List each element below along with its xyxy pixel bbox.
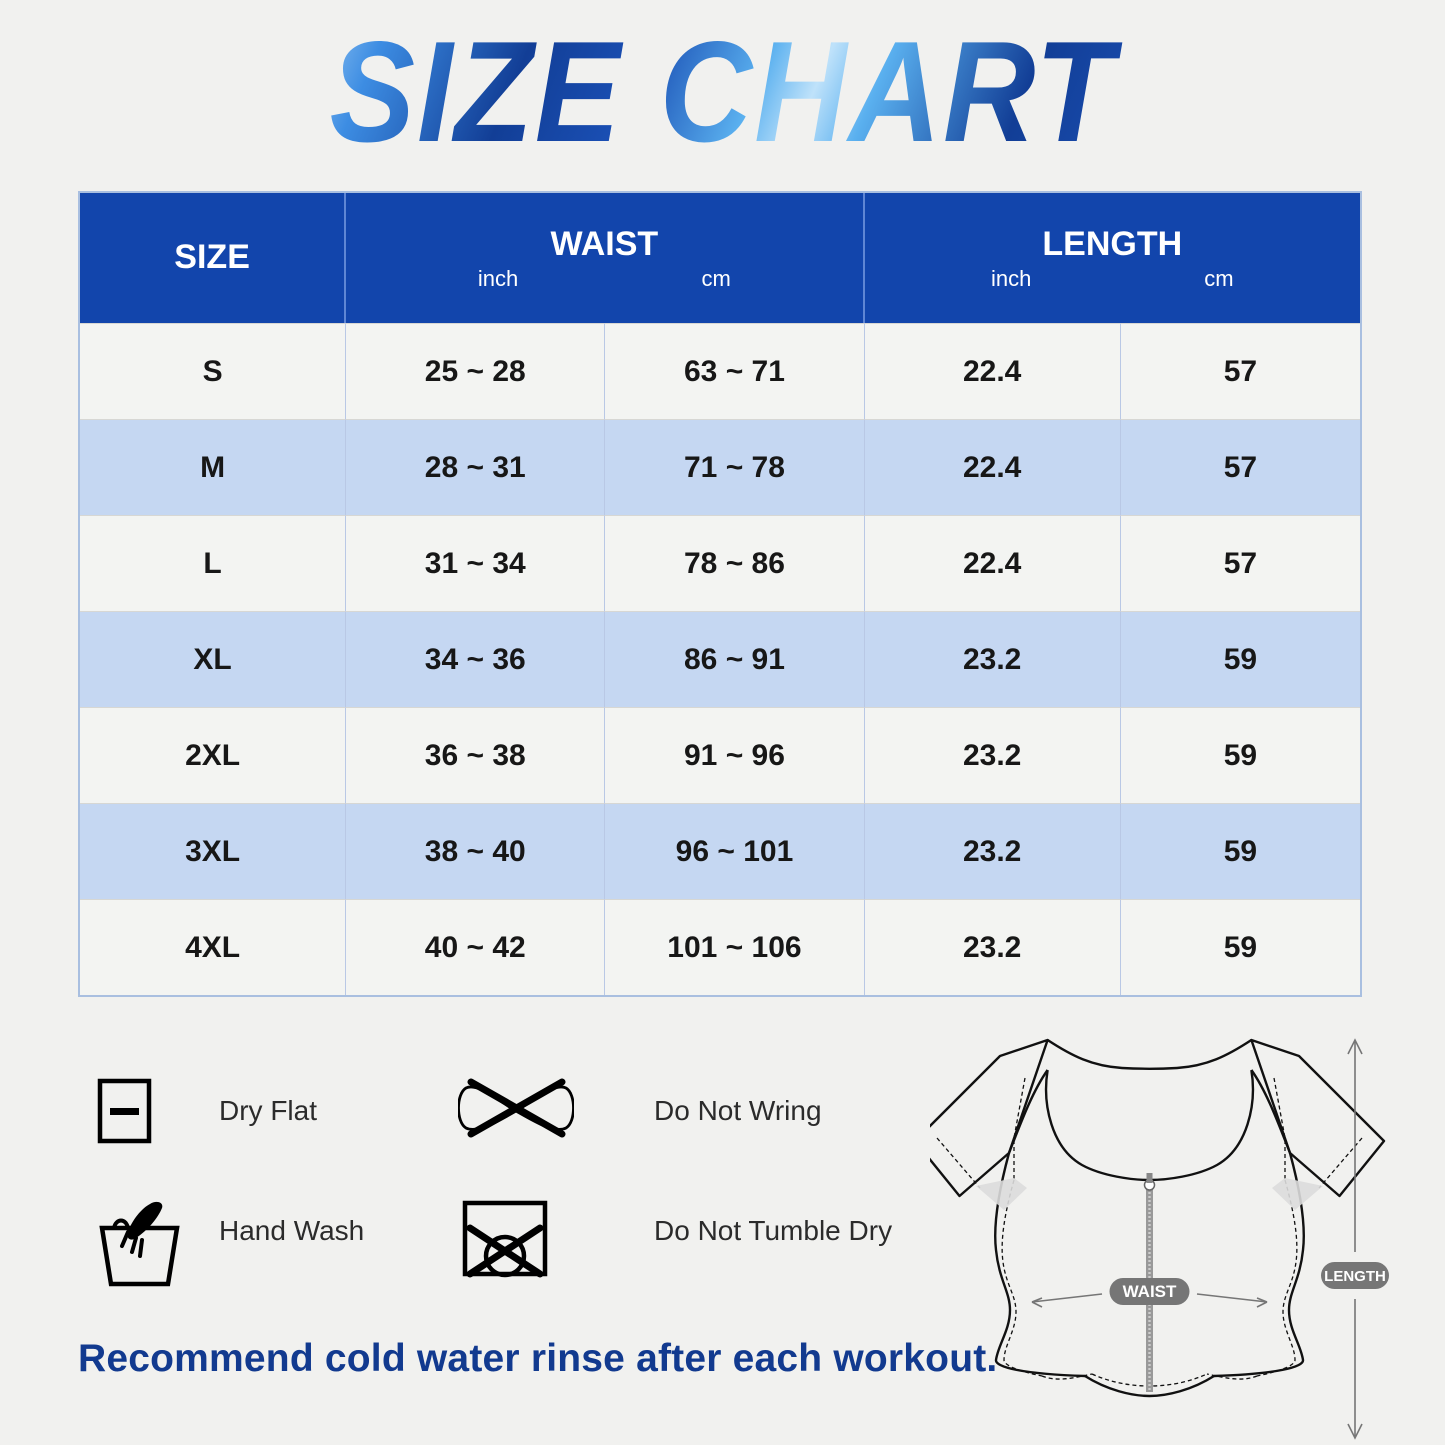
svg-text:WAIST: WAIST bbox=[1123, 1282, 1177, 1301]
svg-text:LENGTH: LENGTH bbox=[1324, 1268, 1386, 1285]
